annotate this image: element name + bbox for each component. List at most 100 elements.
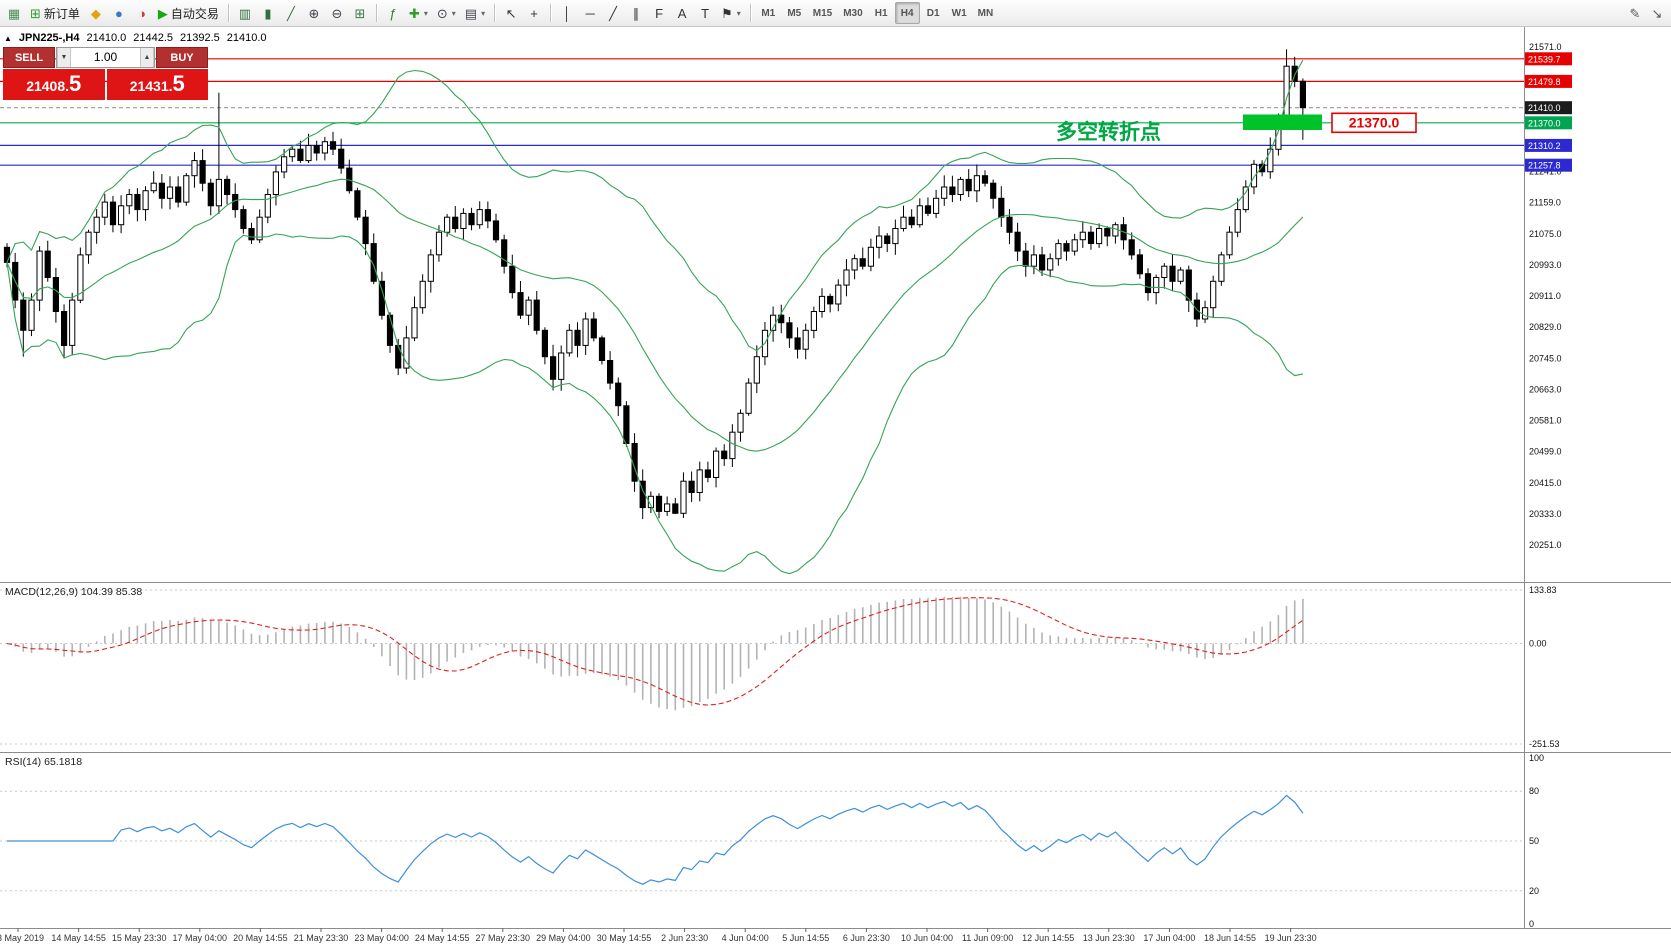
macd-panel: 133.83 0.00 -251.53: [0, 585, 1560, 749]
cursor-icon: ↖: [505, 5, 517, 21]
text-icon: A: [677, 5, 687, 21]
collapse-button[interactable]: ↘: [1646, 2, 1668, 24]
shapes-button[interactable]: ⚑ ▾: [717, 2, 745, 24]
svg-text:21539.7: 21539.7: [1528, 54, 1561, 64]
horizontal-line-button[interactable]: ─: [579, 2, 601, 24]
price-tag-21310.2: [1525, 138, 1572, 152]
price-axis[interactable]: 21571.021241.021159.021075.020993.020911…: [1525, 42, 1572, 550]
svg-text:17 Jun 04:00: 17 Jun 04:00: [1143, 933, 1195, 943]
timeframe-w1-button[interactable]: W1: [951, 7, 967, 19]
svg-text:21159.0: 21159.0: [1529, 197, 1561, 207]
svg-text:21 May 23:30: 21 May 23:30: [294, 933, 349, 943]
label-button[interactable]: T: [694, 2, 716, 24]
volume-control: ▼ 1.00 ▲: [56, 47, 155, 68]
chart-canvas[interactable]: 多空转折点 21370.0 133.83 0.00 -251.53 100 80 50 20 0 2…: [0, 27, 1671, 946]
add-indicator-button[interactable]: ✚ ▾: [405, 2, 432, 24]
label-icon: T: [701, 5, 710, 21]
buy-button[interactable]: BUY: [156, 47, 208, 68]
price-callout-box[interactable]: [1331, 112, 1417, 134]
text-button[interactable]: A: [671, 2, 693, 24]
chart-window-button[interactable]: ▦: [3, 2, 25, 24]
rsi-name: RSI(14): [5, 756, 42, 768]
new-order-icon: ⊞: [30, 5, 41, 21]
indicators-button[interactable]: ƒ: [382, 2, 404, 24]
volume-down-button[interactable]: ▼: [57, 48, 71, 67]
buy-price-frac: 5: [172, 71, 185, 96]
timeframe-m1-button[interactable]: M1: [761, 7, 776, 19]
horizontal-line-icon: ─: [585, 5, 595, 21]
zoom-out-button[interactable]: ⊖: [326, 2, 348, 24]
ohlc-low: 21392.5: [180, 32, 220, 44]
svg-text:24 May 14:55: 24 May 14:55: [415, 933, 470, 943]
rsi-line: [7, 794, 1304, 885]
tile-windows-button[interactable]: ⊞: [349, 2, 371, 24]
shapes-dropdown-icon[interactable]: ▾: [736, 8, 741, 18]
crosshair-button[interactable]: +: [523, 2, 545, 24]
svg-text:10 Jun 04:00: 10 Jun 04:00: [901, 933, 953, 943]
chat-icon: ◑: [137, 5, 146, 21]
svg-text:20993.0: 20993.0: [1529, 260, 1562, 270]
ohlc-close: 21410.0: [226, 32, 267, 44]
timeframe-m30-button[interactable]: M30: [843, 7, 863, 19]
autotrading-button[interactable]: ▶ 自动交易: [154, 2, 223, 24]
turning-point-annotation[interactable]: 多空转折点: [1056, 120, 1161, 144]
channel-button[interactable]: ∥: [625, 2, 647, 24]
add-indicator-dropdown-icon[interactable]: ▾: [423, 8, 428, 18]
zoom-out-icon: ⊖: [331, 5, 343, 21]
svg-text:6 Jun 23:30: 6 Jun 23:30: [843, 933, 890, 943]
symbol-header: ▲ JPN225-,H4 21410.0 21442.5 21392.5 214…: [4, 32, 267, 44]
bar-chart-button[interactable]: ▥: [234, 2, 256, 24]
timeframe-h1-button[interactable]: H1: [874, 7, 888, 19]
svg-text:-251.53: -251.53: [1529, 739, 1560, 749]
new-order-button[interactable]: ⊞ 新订单: [26, 2, 84, 24]
templates-icon: ▤: [464, 5, 478, 21]
periods-dropdown-icon[interactable]: ▾: [451, 8, 456, 18]
macd-values: 104.39 85.38: [80, 586, 143, 598]
new-order-label: 新订单: [43, 6, 80, 21]
community-button[interactable]: ◆: [85, 2, 107, 24]
periods-button[interactable]: ⊙ ▾: [433, 2, 460, 24]
cursor-button[interactable]: ↖: [500, 2, 522, 24]
ohlc-open: 21410.0: [86, 32, 127, 44]
profile-button[interactable]: ●: [108, 2, 130, 24]
chat-button[interactable]: ◑: [131, 2, 153, 24]
fibonacci-button[interactable]: F: [648, 2, 670, 24]
toolbar-divider: [227, 4, 229, 22]
bollinger-bands: [6, 59, 1304, 575]
vertical-line-button[interactable]: │: [556, 2, 578, 24]
svg-text:20 May 14:55: 20 May 14:55: [233, 933, 288, 943]
time-axis[interactable]: 13 May 2019 14 May 14:55 15 May 23:30 17 Ma…: [0, 928, 1317, 943]
buy-price-button[interactable]: 21431. 5: [106, 69, 208, 100]
sell-price-main: 21408.: [26, 78, 70, 94]
sell-price-button[interactable]: 21408. 5: [3, 69, 105, 100]
rsi-value: 65.1818: [44, 756, 83, 768]
svg-text:21571.0: 21571.0: [1529, 42, 1562, 52]
svg-text:21257.8: 21257.8: [1528, 161, 1561, 171]
timeframe-h4-button[interactable]: H4: [894, 2, 920, 24]
timeframe-m15-button[interactable]: M15: [812, 7, 833, 19]
highlight-rectangle[interactable]: [1243, 114, 1322, 131]
candlestick-chart-button[interactable]: ▮: [257, 2, 279, 24]
line-chart-button[interactable]: ╱: [280, 2, 302, 24]
edit-button[interactable]: ✎: [1624, 2, 1646, 24]
timeframe-d1-button[interactable]: D1: [926, 7, 940, 19]
collapse-icon: ↘: [1651, 5, 1663, 21]
volume-up-button[interactable]: ▲: [140, 48, 154, 67]
tile-windows-icon: ⊞: [354, 5, 366, 21]
trendline-button[interactable]: ╱: [602, 2, 624, 24]
templates-button[interactable]: ▤ ▾: [461, 2, 489, 24]
buy-price-main: 21431.: [129, 78, 173, 94]
templates-dropdown-icon[interactable]: ▾: [481, 8, 486, 18]
one-click-expander-icon[interactable]: ▲: [4, 33, 12, 43]
macd-signal-line: [6, 597, 1304, 706]
sell-price-frac: 5: [69, 71, 82, 96]
price-tag-21257.8: [1525, 158, 1572, 172]
timeframe-mn-button[interactable]: MN: [977, 7, 994, 19]
svg-text:0.00: 0.00: [1529, 639, 1547, 649]
periods-icon: ⊙: [436, 5, 448, 21]
sell-button[interactable]: SELL: [3, 47, 55, 68]
zoom-in-button[interactable]: ⊕: [303, 2, 325, 24]
volume-value[interactable]: 1.00: [93, 50, 118, 64]
bar-chart-icon: ▥: [238, 5, 252, 21]
timeframe-m5-button[interactable]: M5: [787, 7, 802, 19]
